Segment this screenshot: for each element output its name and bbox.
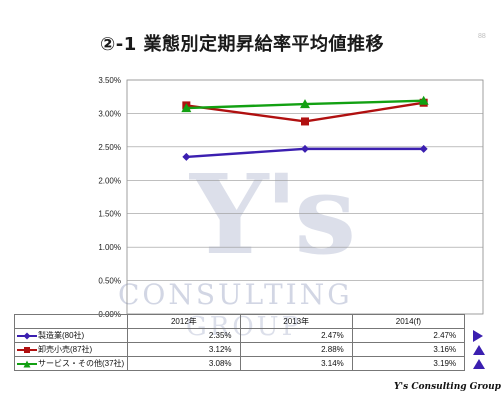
data-cell: 3.14% <box>239 356 353 371</box>
y-tick-label: 3.00% <box>98 109 121 118</box>
y-tick-label: 2.50% <box>98 143 121 152</box>
series-name: 製造業(80社) <box>38 331 85 340</box>
data-point <box>181 103 192 113</box>
data-point <box>300 99 310 109</box>
category-header: 2014(f) <box>351 314 466 329</box>
footer-brand: Y's Consulting Group <box>394 382 501 392</box>
y-tick-label: 1.50% <box>98 210 121 219</box>
y-tick-label: 2.00% <box>98 176 121 185</box>
page-number: 88 <box>478 33 486 40</box>
trend-up-arrow-icon <box>473 344 486 355</box>
data-point <box>301 144 309 153</box>
series-name: サービス・その他(37社) <box>38 359 125 368</box>
data-cell: 2.35% <box>127 328 241 343</box>
data-cell: 3.12% <box>127 342 241 357</box>
y-tick-label: 0.50% <box>98 277 121 286</box>
arrow-header-cell <box>465 315 504 329</box>
data-cell: 2.47% <box>239 328 353 343</box>
table-row: サービス・その他(37社) 3.08% 3.14% 3.19% <box>13 356 504 371</box>
data-point <box>419 144 428 153</box>
plot-area <box>126 79 484 315</box>
table-corner-cell <box>13 314 129 329</box>
data-cell: 2.47% <box>351 328 466 343</box>
data-cell: 3.16% <box>351 342 466 357</box>
watermark-consulting: CONSULTING <box>118 278 353 311</box>
data-cell: 2.88% <box>239 342 353 357</box>
page-title: ②-1 業態別定期昇給率平均値推移 <box>100 34 385 55</box>
y-tick-label: 1.00% <box>98 243 121 252</box>
trend-up-arrow-icon <box>473 358 486 369</box>
data-point <box>182 152 191 161</box>
category-header: 2012年 <box>127 314 241 329</box>
table-header-row: 2012年 2013年 2014(f) <box>13 314 504 329</box>
legend-swatch-service <box>17 360 37 368</box>
table-row: 卸売小売(87社) 3.12% 2.88% 3.16% <box>13 342 504 357</box>
data-point <box>301 117 309 126</box>
series-name: 卸売小売(87社) <box>38 345 93 354</box>
data-table: 2012年 2013年 2014(f) 製造業(80社) 2.35% 2.47%… <box>13 314 504 371</box>
legend-swatch-manufacturing <box>17 332 37 340</box>
watermark-logo: Y's <box>190 150 356 279</box>
data-point <box>418 95 429 105</box>
legend-swatch-retail <box>17 346 37 353</box>
trend-right-arrow-icon <box>473 329 484 342</box>
category-header: 2013年 <box>239 314 353 329</box>
y-tick-label: 3.50% <box>98 76 121 85</box>
data-cell: 3.08% <box>127 356 241 371</box>
table-row: 製造業(80社) 2.35% 2.47% 2.47% <box>13 328 504 343</box>
data-cell: 3.19% <box>351 356 466 371</box>
